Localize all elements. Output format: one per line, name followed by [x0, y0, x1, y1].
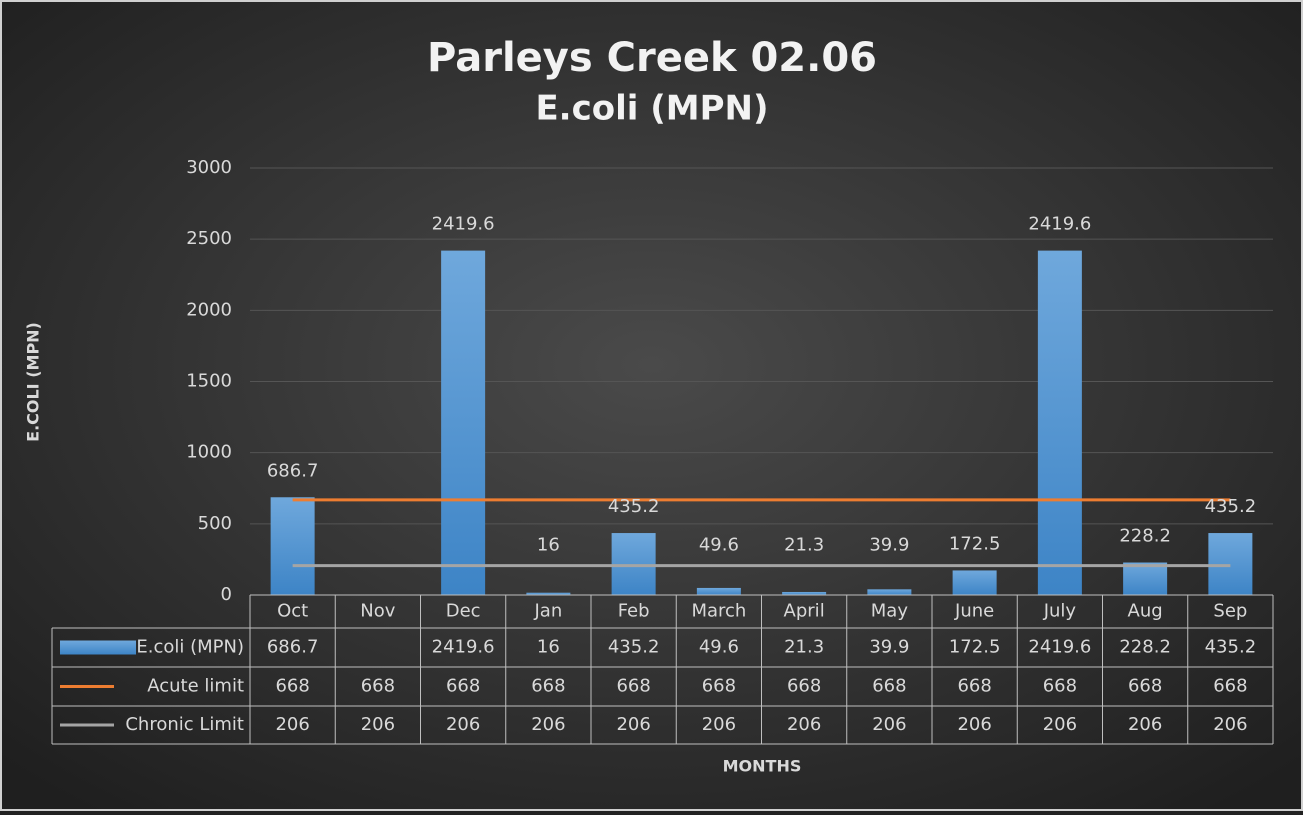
table-cell: 206 [531, 714, 565, 735]
table-cell: 668 [872, 676, 906, 697]
table-cell: 668 [275, 676, 309, 697]
chart-title: Parleys Creek 02.06 [427, 35, 877, 81]
bar [1037, 250, 1082, 595]
x-tick-label: March [691, 601, 746, 622]
data-label: 49.6 [699, 535, 739, 556]
x-axis-label: MONTHS [723, 757, 802, 776]
y-tick-label: 1000 [186, 442, 232, 463]
bar [782, 591, 827, 595]
chart-subtitle: E.coli (MPN) [535, 89, 768, 129]
table-cell: 206 [1043, 714, 1077, 735]
table-cell: 668 [616, 676, 650, 697]
table-cell: 49.6 [699, 637, 739, 658]
bar [611, 533, 656, 595]
table-cell: 172.5 [949, 637, 1001, 658]
data-label: 435.2 [608, 496, 660, 517]
data-label: 21.3 [784, 535, 824, 556]
table-cell: 206 [1213, 714, 1247, 735]
table-cell: 206 [957, 714, 991, 735]
data-label: 435.2 [1205, 496, 1257, 517]
table-cell: 206 [1128, 714, 1162, 735]
x-tick-label: May [871, 601, 909, 622]
table-cell: 668 [1213, 676, 1247, 697]
table-cell: 668 [957, 676, 991, 697]
table-cell: 668 [787, 676, 821, 697]
table-cell: 668 [702, 676, 736, 697]
bar [1123, 562, 1168, 595]
bar [952, 570, 997, 595]
y-tick-label: 2000 [186, 299, 232, 320]
table-cell: 686.7 [267, 637, 319, 658]
x-tick-label: Aug [1128, 601, 1163, 622]
x-tick-label: April [784, 601, 825, 622]
bar [867, 589, 912, 595]
table-cell: 435.2 [608, 637, 660, 658]
table-cell: 206 [616, 714, 650, 735]
table-cell: 16 [537, 637, 560, 658]
x-tick-label: Sep [1213, 601, 1247, 622]
legend-swatch [60, 640, 136, 655]
x-tick-label: Jan [534, 601, 563, 622]
table-cell: 39.9 [869, 637, 909, 658]
y-tick-label: 500 [198, 513, 232, 534]
table-cell: 206 [361, 714, 395, 735]
table-cell: 206 [702, 714, 736, 735]
x-tick-label: Nov [360, 601, 395, 622]
data-label: 2419.6 [1028, 214, 1091, 235]
table-cell: 668 [446, 676, 480, 697]
x-tick-label: Dec [446, 601, 481, 622]
data-label: 686.7 [267, 460, 319, 481]
x-tick-label: July [1043, 601, 1077, 622]
table-cell: 228.2 [1119, 637, 1171, 658]
table-cell: 206 [787, 714, 821, 735]
bar [270, 497, 315, 595]
x-tick-label: Oct [277, 601, 308, 622]
table-cell: 206 [872, 714, 906, 735]
table-cell: 668 [361, 676, 395, 697]
data-label: 16 [537, 535, 560, 556]
x-tick-label: June [954, 601, 994, 622]
table-cell: 21.3 [784, 637, 824, 658]
bar [1208, 533, 1253, 595]
y-tick-label: 3000 [186, 157, 232, 178]
table-cell: 206 [275, 714, 309, 735]
table-cell: 668 [531, 676, 565, 697]
y-axis-label: E.COLI (MPN) [24, 322, 43, 442]
table-cell: 206 [446, 714, 480, 735]
bar [696, 587, 741, 595]
table-cell: 668 [1043, 676, 1077, 697]
data-label: 2419.6 [432, 214, 495, 235]
legend-label: E.coli (MPN) [136, 637, 244, 658]
legend-label: Chronic Limit [125, 714, 244, 735]
table-cell: 435.2 [1205, 637, 1257, 658]
y-tick-label: 0 [221, 584, 232, 605]
y-tick-label: 2500 [186, 228, 232, 249]
bar [526, 592, 571, 595]
table-cell: 668 [1128, 676, 1162, 697]
y-tick-label: 1500 [186, 371, 232, 392]
legend-label: Acute limit [147, 676, 244, 697]
x-tick-label: Feb [618, 601, 650, 622]
bar [441, 250, 486, 595]
table-cell: 2419.6 [432, 637, 495, 658]
table-cell: 2419.6 [1028, 637, 1091, 658]
data-label: 172.5 [949, 533, 1001, 554]
data-label: 39.9 [869, 535, 909, 556]
data-label: 228.2 [1119, 526, 1171, 547]
